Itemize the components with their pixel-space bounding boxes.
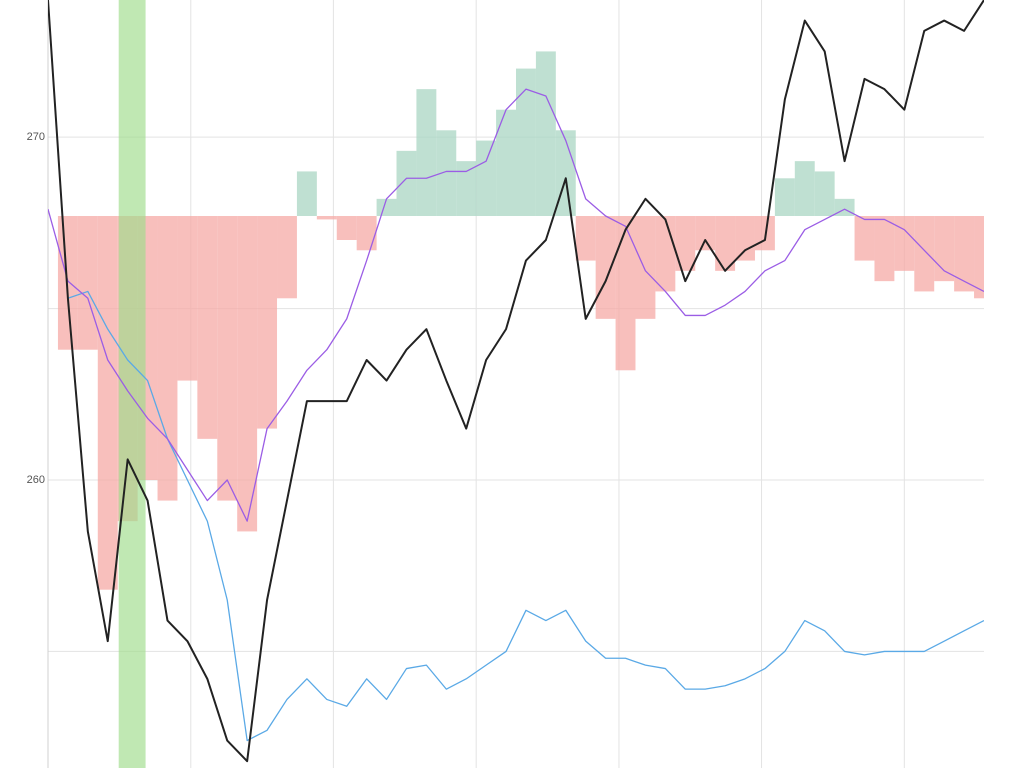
histogram-bar [277, 216, 297, 299]
histogram-bar [735, 216, 755, 261]
histogram-bar [396, 150, 417, 216]
histogram-bar [535, 51, 556, 216]
histogram-bar [635, 216, 656, 319]
histogram-bar [675, 216, 696, 271]
histogram-bar [77, 216, 98, 350]
histogram-bar [914, 216, 935, 292]
plot-area [48, 0, 984, 768]
histogram-bar [436, 130, 457, 216]
histogram-bar [774, 178, 795, 216]
line-series [48, 0, 984, 763]
histogram-bar [57, 216, 78, 350]
histogram-bar [316, 216, 337, 220]
histogram-bar [476, 140, 497, 216]
histogram-bar [555, 130, 576, 216]
histogram-bar [615, 216, 636, 371]
histogram-bar [336, 216, 357, 240]
histogram-bar [595, 216, 616, 319]
line-series [48, 0, 984, 742]
histogram-bar [456, 161, 477, 216]
line-series [48, 88, 984, 522]
y-tick-label: 260 [27, 474, 45, 486]
histogram-bar [197, 216, 218, 439]
axis-labels: 260 270 [27, 131, 45, 486]
histogram-bar [575, 216, 596, 261]
histogram-bar [416, 89, 437, 216]
histogram-bar [894, 216, 915, 271]
histogram-bar [376, 198, 397, 216]
histogram-bar [974, 216, 984, 299]
histogram-bar [257, 216, 278, 429]
histogram-bar [854, 216, 875, 261]
histogram-bar [695, 216, 716, 251]
histogram-bar [356, 216, 377, 251]
histogram-bar [794, 161, 815, 216]
histogram-bar [496, 109, 516, 216]
grid [47, 0, 984, 768]
histogram-bar [177, 216, 198, 381]
histogram-bar [217, 216, 238, 501]
histogram-bar [655, 216, 676, 292]
histogram-bar [296, 171, 317, 216]
histogram-bar [715, 216, 736, 271]
histogram-bar [237, 216, 258, 532]
histogram-bar [814, 171, 835, 216]
histogram-bar [516, 68, 536, 216]
y-tick-label: 270 [27, 131, 45, 143]
histogram-bar [954, 216, 975, 292]
histogram-bar [97, 216, 118, 590]
histogram-bar [157, 216, 178, 501]
histogram-bar [874, 216, 895, 282]
